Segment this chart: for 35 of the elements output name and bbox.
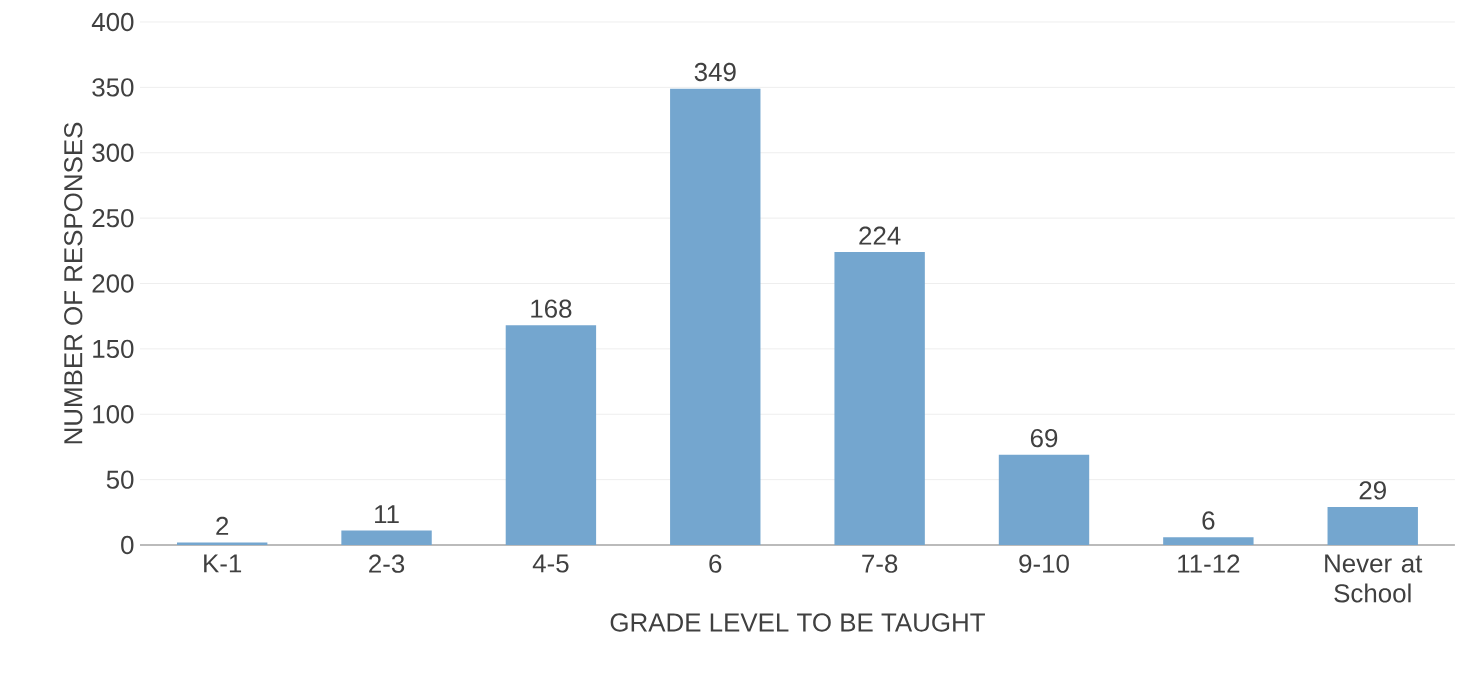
bar [1163,537,1254,545]
data-label: 6 [1202,511,1215,530]
x-tick-label: 11-12 [1178,554,1240,573]
bar [670,88,761,545]
x-tick-label: 2-3 [369,554,405,573]
data-label: 168 [531,299,572,318]
y-tick-label: 350 [92,78,134,97]
x-axis-title: GRADE LEVEL TO BE TAUGHT [610,613,985,632]
bar [176,542,268,545]
y-tick-label: 400 [91,12,134,32]
x-tick-label: 6 [709,554,722,573]
bar [505,325,597,545]
y-tick-label: 300 [92,143,134,162]
y-tick-label: 100 [93,405,134,424]
y-tick-label: 150 [93,339,134,359]
bar [998,454,1090,545]
y-tick-label: 200 [92,274,134,293]
y-tick-label: 0 [121,535,134,555]
y-tick-label: 250 [92,208,134,228]
bar [341,530,432,545]
x-tick-label: 9-10 [1019,554,1069,573]
data-label: 224 [859,226,901,245]
data-label: 2 [216,516,229,535]
bar [834,252,925,545]
x-tick-label: Never at School [1325,554,1423,603]
data-label: 11 [375,505,399,524]
y-tick-label: 50 [106,470,134,489]
data-label: 29 [1359,481,1386,500]
data-label: 69 [1030,428,1058,448]
data-label: 349 [694,62,736,82]
x-tick-label: 4-5 [532,554,569,573]
x-tick-label: 7-8 [862,554,898,573]
bar [1327,507,1418,545]
y-axis-title: NUMBER OF RESPONSES [64,122,83,444]
x-tick-label: K-1 [204,554,242,573]
